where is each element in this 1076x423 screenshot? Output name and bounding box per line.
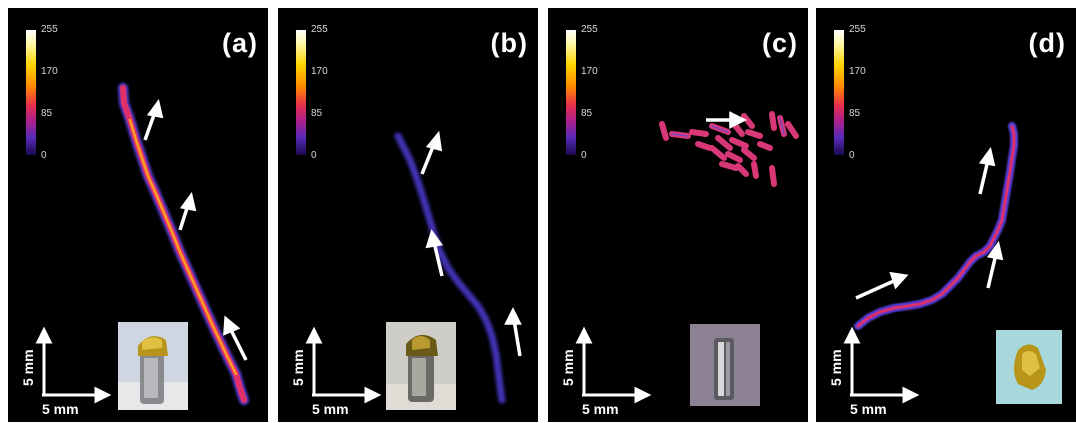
scale-label-x-a: 5 mm: [42, 401, 79, 417]
sample-photo-c: [690, 324, 760, 406]
tick-0: 0: [581, 150, 587, 161]
panel-b-graphic: [305, 130, 522, 404]
panel-label-b: (b): [490, 28, 528, 58]
fragment-cluster: [659, 111, 799, 187]
sample-photo-a: [118, 322, 188, 410]
colorbar-b: [296, 30, 306, 155]
scale-bar-d: [843, 326, 920, 404]
scale-label-x-b: 5 mm: [312, 401, 349, 417]
sample-photo-d: [996, 330, 1062, 404]
scale-label-y-d: 5 mm: [828, 349, 844, 386]
colorbar-d: [834, 30, 844, 155]
panel-label-d: (d): [1028, 28, 1066, 58]
tick-0: 0: [41, 150, 47, 161]
trajectory-b: [394, 132, 506, 404]
panel-a-graphic: [35, 83, 249, 405]
tick-0: 0: [849, 150, 855, 161]
motion-arrow-c: [706, 111, 747, 129]
sample-photo-b: [386, 322, 456, 410]
tick-85: 85: [41, 108, 53, 119]
tick-255: 255: [849, 24, 866, 35]
tick-255: 255: [581, 24, 598, 35]
tick-255: 255: [41, 24, 58, 35]
scale-bar-a: [35, 326, 112, 404]
tick-0: 0: [311, 150, 317, 161]
scale-label-x-d: 5 mm: [850, 401, 887, 417]
panel-c: 255 170 85 0 (c) 5 mm 5 mm: [548, 8, 808, 422]
tick-255: 255: [311, 24, 328, 35]
tick-170: 170: [581, 66, 598, 77]
colorbar-a: [26, 30, 36, 155]
panel-label-a: (a): [222, 28, 258, 58]
scale-label-x-c: 5 mm: [582, 401, 619, 417]
scale-label-y-a: 5 mm: [20, 349, 36, 386]
scale-bar-c: [575, 326, 652, 404]
scale-bar-b: [305, 326, 382, 404]
motion-arrows-d: [855, 146, 1004, 300]
panel-d-graphic: [843, 122, 1018, 404]
tick-170: 170: [41, 66, 58, 77]
tick-85: 85: [311, 108, 323, 119]
trajectory-a-core: [128, 118, 238, 376]
scale-label-y-b: 5 mm: [290, 349, 306, 386]
panel-b: 255 170 85 0 (b) 5 mm 5 mm: [278, 8, 538, 422]
panel-c-graphic: [575, 111, 799, 404]
colorbar-c: [566, 30, 576, 155]
panel-d: 255 170 85 0 (d) 5 mm 5 mm: [816, 8, 1076, 422]
panel-a: 255 170 85 0 (a) 5 mm 5 mm: [8, 8, 268, 422]
motion-arrows-b: [420, 130, 522, 357]
trajectory-d-core: [856, 124, 1016, 328]
tick-170: 170: [311, 66, 328, 77]
panel-label-c: (c): [762, 28, 798, 58]
scale-label-y-c: 5 mm: [560, 349, 576, 386]
tick-85: 85: [849, 108, 861, 119]
motion-arrows-a: [143, 98, 248, 361]
tick-170: 170: [849, 66, 866, 77]
tick-85: 85: [581, 108, 593, 119]
